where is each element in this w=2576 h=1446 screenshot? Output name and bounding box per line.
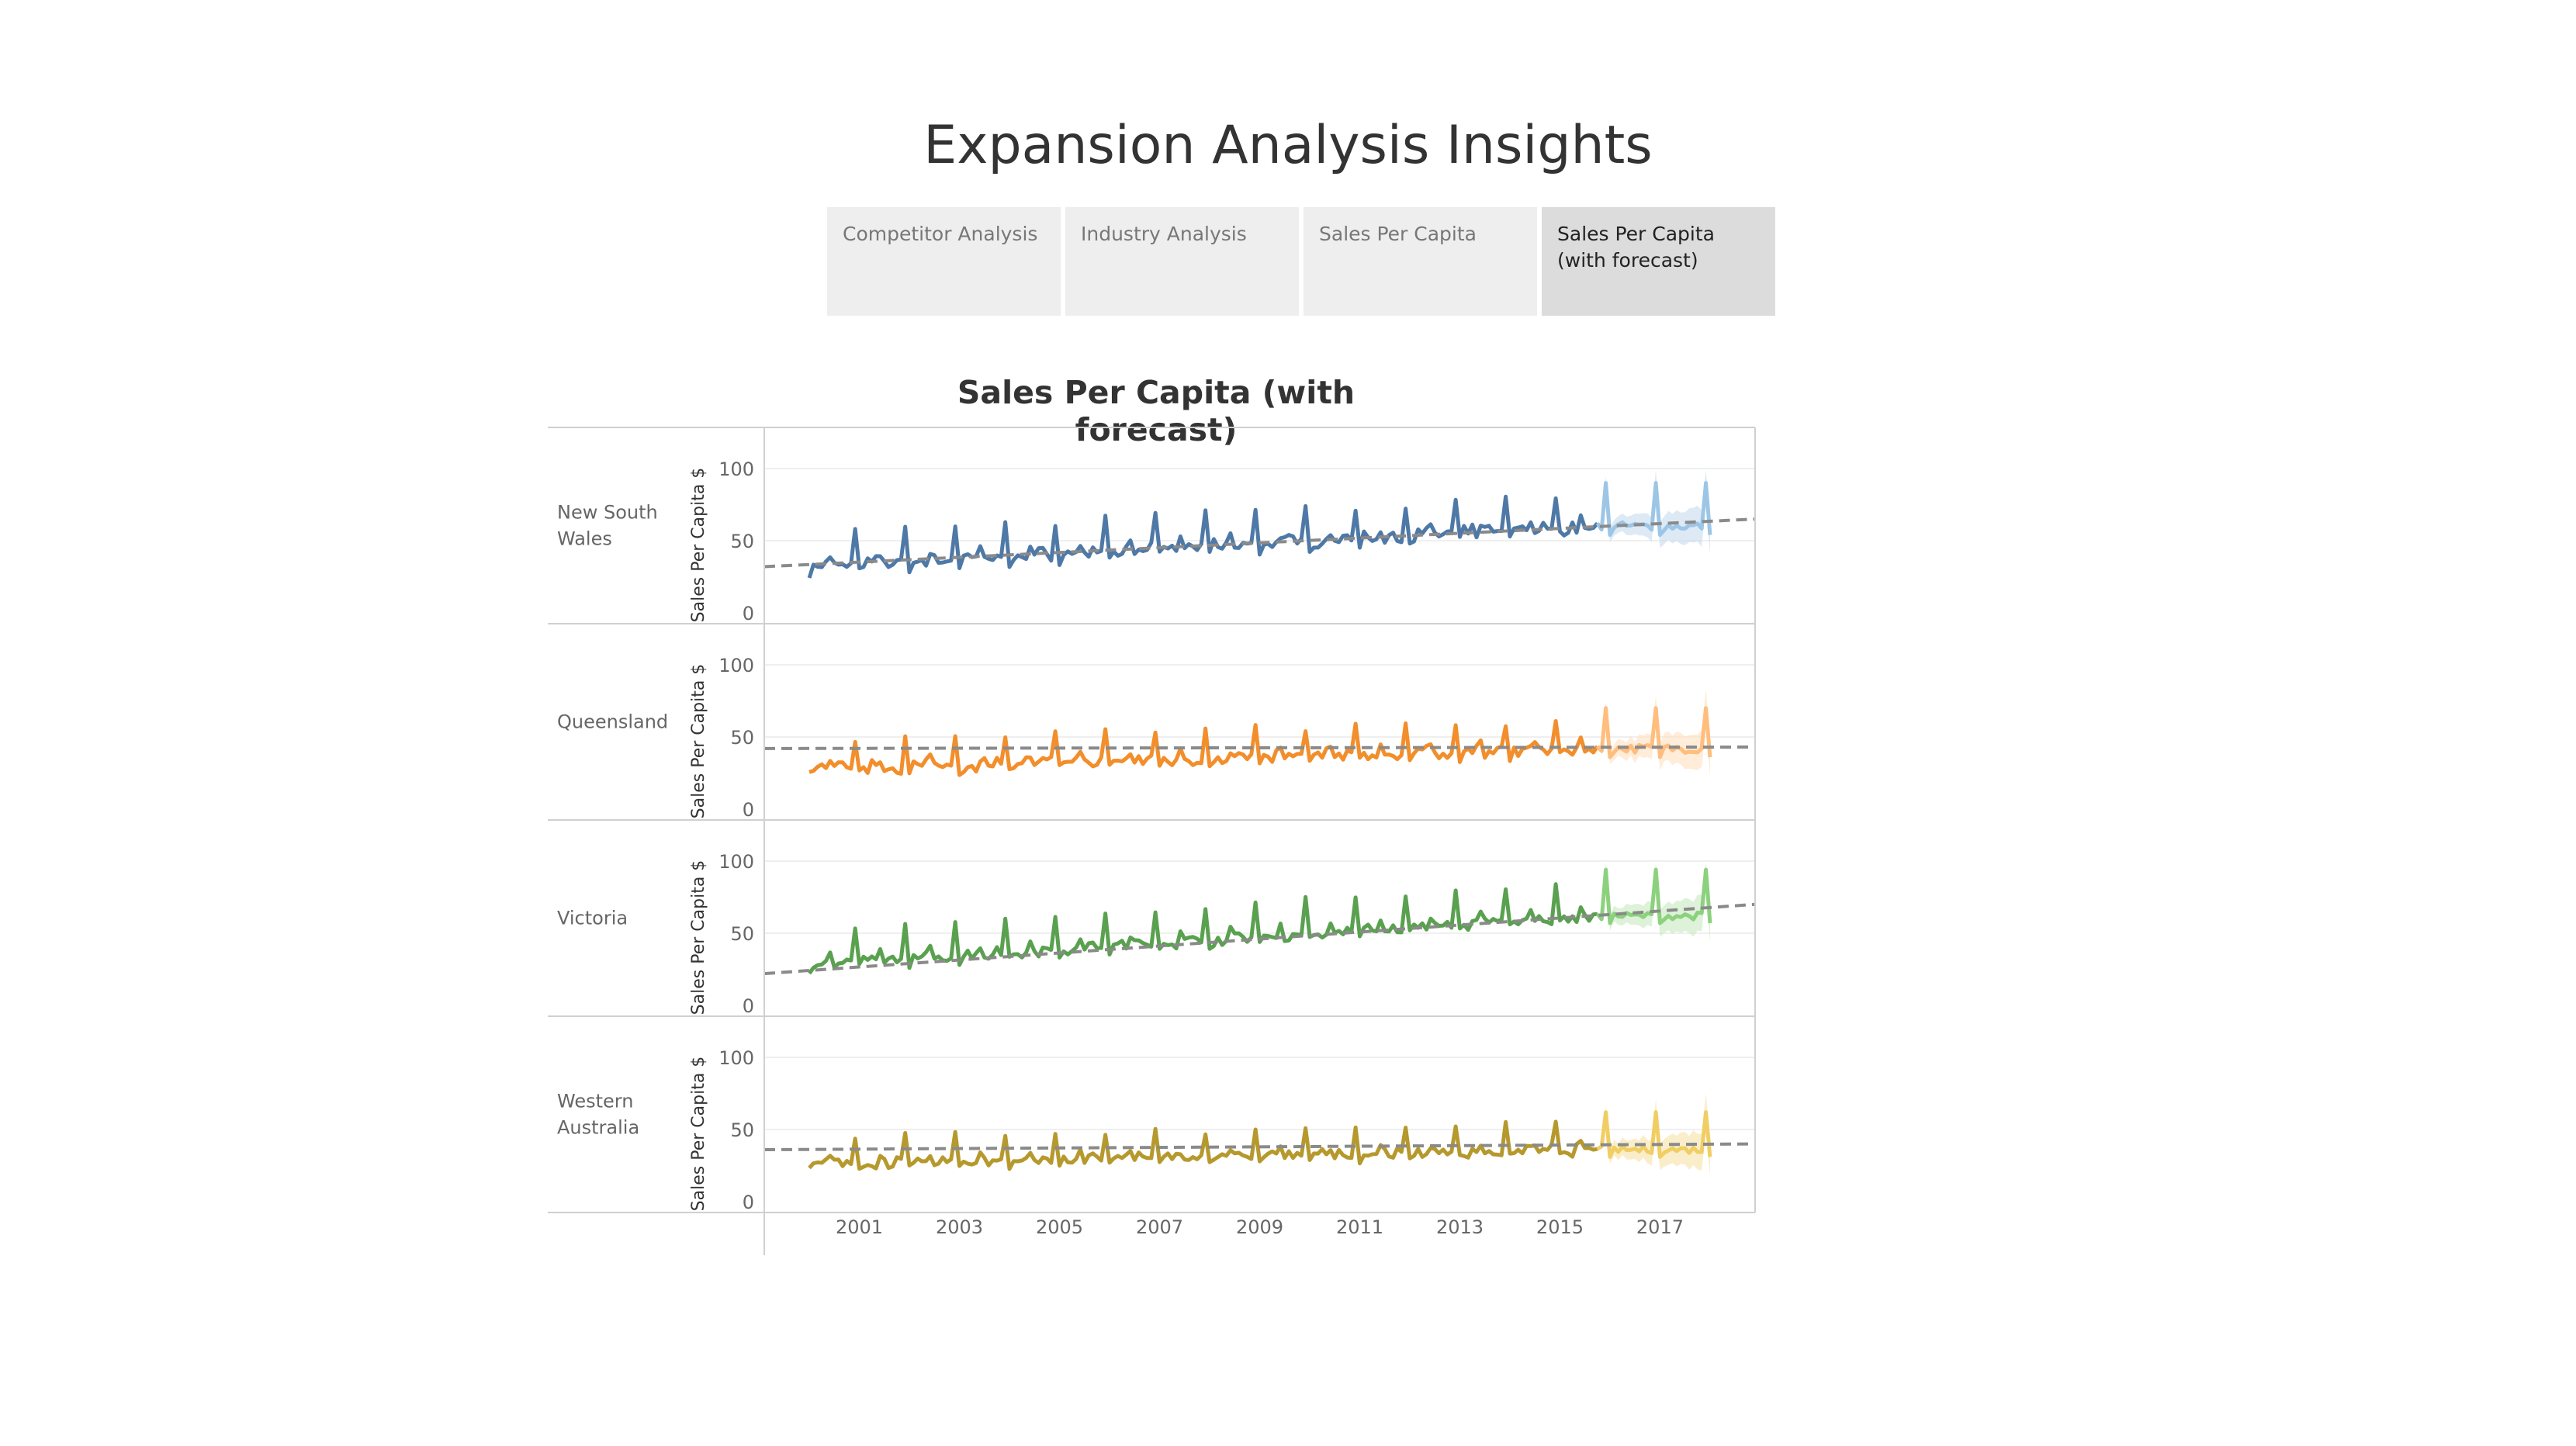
x-tick-label: 2003 (936, 1216, 983, 1238)
tab-sales-per-capita-forecast[interactable]: Sales Per Capita (with forecast) (1542, 207, 1775, 316)
x-tick-label: 2013 (1436, 1216, 1484, 1238)
y-axis-title: Sales Per Capita $ (689, 468, 708, 623)
tab-sales-per-capita[interactable]: Sales Per Capita (1304, 207, 1537, 316)
y-tick-label: 50 (730, 531, 754, 552)
y-tick-label: 50 (730, 727, 754, 749)
x-tick-label: 2015 (1536, 1216, 1584, 1238)
chart-title: Sales Per Capita (with forecast) (957, 374, 1356, 448)
series-line-new-south-wales (807, 494, 1599, 579)
tab-bar: Competitor Analysis Industry Analysis Sa… (827, 207, 1775, 316)
trend-line-victoria (763, 902, 1756, 976)
y-axis-title: Sales Per Capita $ (689, 664, 708, 819)
y-tick-label: 50 (730, 923, 754, 945)
forecast-line-new-south-wales (1595, 481, 1712, 538)
y-tick-label: 100 (718, 458, 754, 480)
forecast-line-queensland (1595, 706, 1712, 759)
forecast-band-queensland (1601, 689, 1710, 777)
x-tick-label: 2007 (1136, 1216, 1183, 1238)
y-tick-label: 100 (718, 655, 754, 676)
series-line-western-australia (808, 1119, 1598, 1171)
x-tick-label: 2001 (836, 1216, 883, 1238)
y-tick-label: 50 (730, 1119, 754, 1141)
y-tick-label: 0 (743, 603, 754, 624)
row-label-queensland: Queensland (557, 711, 668, 733)
tab-industry-analysis[interactable]: Industry Analysis (1065, 207, 1299, 316)
y-axis-title: Sales Per Capita $ (689, 1057, 708, 1212)
forecast-band-new-south-wales (1601, 469, 1710, 555)
tab-competitor-analysis[interactable]: Competitor Analysis (827, 207, 1061, 316)
forecast-line-western-australia (1596, 1110, 1712, 1159)
trend-line-western-australia (763, 1142, 1756, 1152)
x-tick-label: 2017 (1636, 1216, 1684, 1238)
y-tick-label: 0 (743, 1192, 754, 1213)
x-tick-label: 2011 (1336, 1216, 1383, 1238)
y-tick-label: 100 (718, 1047, 754, 1069)
y-tick-label: 0 (743, 995, 754, 1017)
trend-line-queensland (763, 745, 1756, 750)
dashboard-title: Expansion Analysis Insights (923, 115, 1653, 176)
row-label-new-south-wales: New South Wales (557, 502, 658, 550)
forecast-band-victoria (1601, 862, 1710, 943)
forecast-band-western-australia (1601, 1093, 1710, 1177)
x-tick-label: 2005 (1036, 1216, 1083, 1238)
series-line-queensland (808, 718, 1599, 777)
row-label-western-australia: Western Australia (557, 1091, 639, 1139)
row-label-victoria: Victoria (557, 908, 628, 929)
x-tick-label: 2009 (1236, 1216, 1283, 1238)
trend-line-new-south-wales (763, 517, 1756, 569)
y-axis-title: Sales Per Capita $ (689, 860, 708, 1015)
series-line-victoria (808, 882, 1598, 975)
y-tick-label: 100 (718, 851, 754, 873)
y-tick-label: 0 (743, 799, 754, 821)
